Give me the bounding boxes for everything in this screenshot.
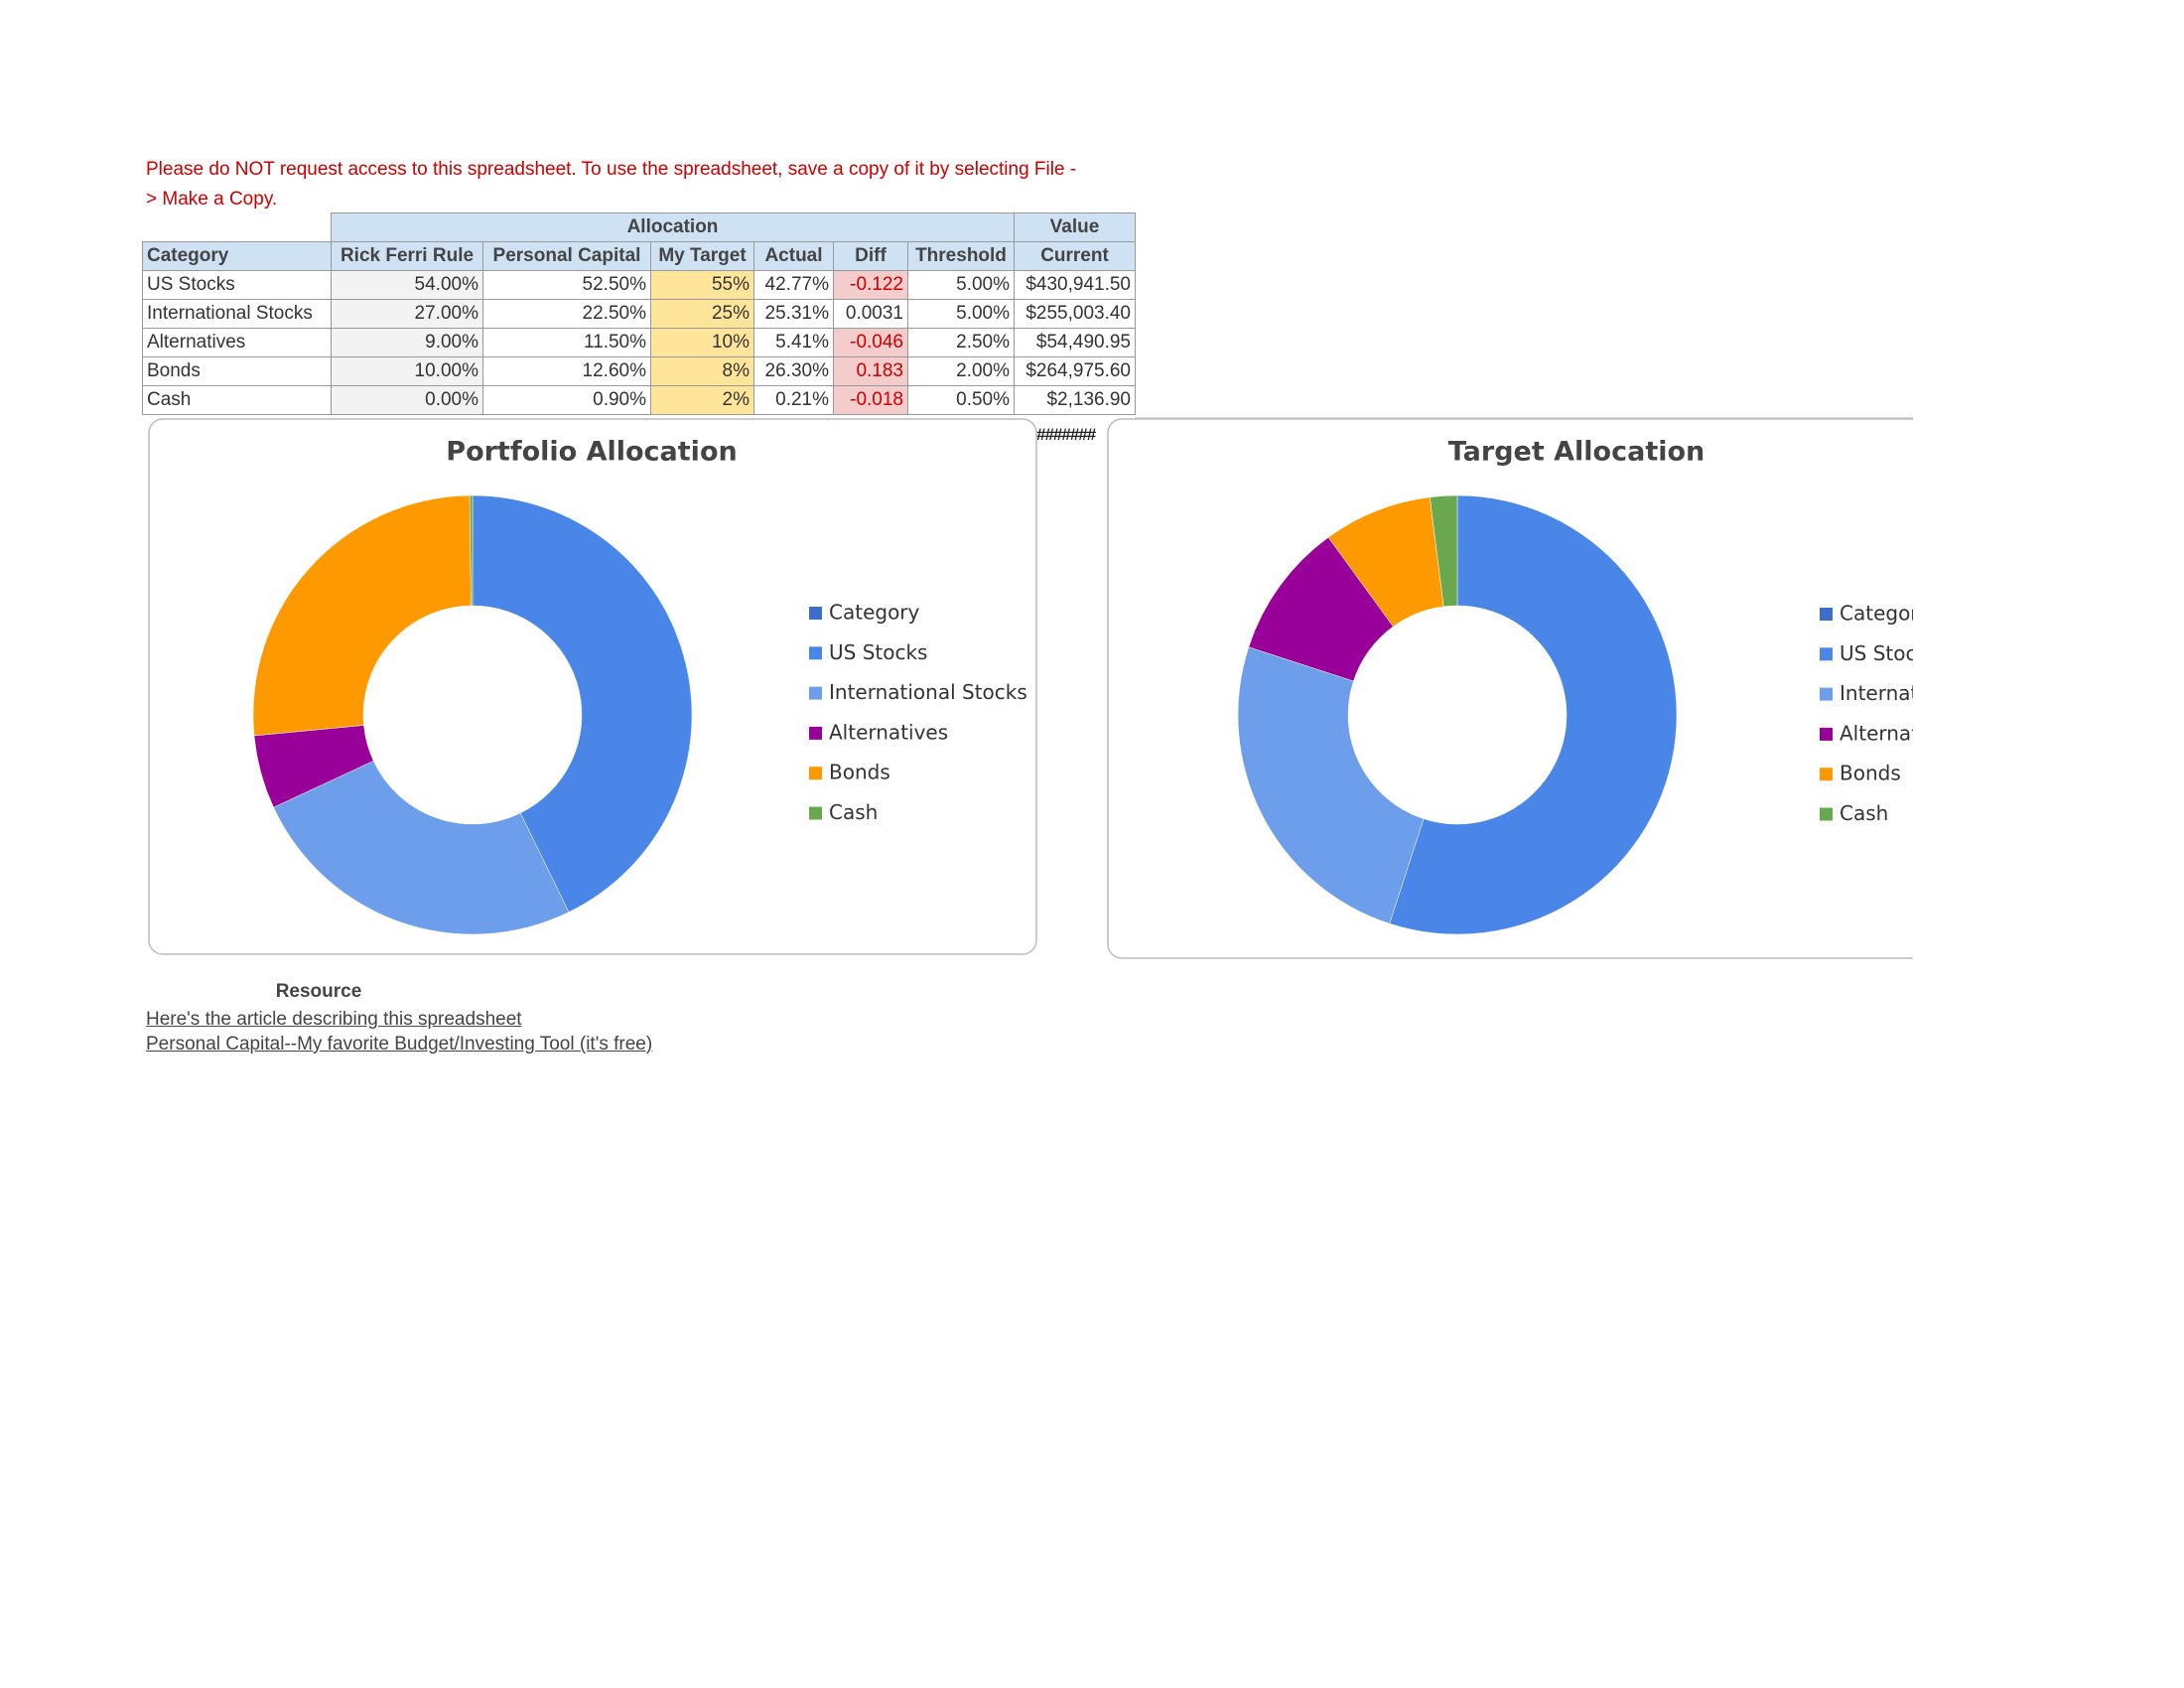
- legend-label: Category: [829, 601, 920, 625]
- column-header: Category: [142, 241, 332, 271]
- table-cell: 9.00%: [331, 328, 483, 357]
- table-cell: 2.50%: [907, 328, 1015, 357]
- legend-label: Cash: [829, 800, 878, 824]
- column-header: Personal Capital: [482, 241, 651, 271]
- table-cell: 0.21%: [753, 385, 834, 415]
- table-row: Allocation Value: [143, 212, 1136, 242]
- table-row: Bonds 10.00% 12.60% 8% 26.30% 0.183 2.00% $264,…: [142, 356, 1136, 386]
- donut-slice: [1430, 494, 1458, 608]
- table-row: US Stocks 54.00% 52.50% 55% 42.77% -0.122 5.00…: [142, 270, 1136, 300]
- table-cell: $430,941.50: [1014, 270, 1136, 300]
- table-cell: 25%: [650, 299, 754, 329]
- resource-section: Resource Here's the article describing t…: [146, 977, 652, 1056]
- donut-slice: [273, 761, 570, 935]
- table-cell: Bonds: [142, 356, 332, 386]
- legend-label: Bonds: [829, 761, 890, 784]
- column-header: Actual: [753, 241, 834, 271]
- target-chart: Target Allocation Category US Stocks Intern…: [1107, 418, 2038, 959]
- legend-swatch: [1820, 647, 1833, 661]
- resource-title: Resource: [275, 981, 362, 1002]
- table-cell: 10%: [650, 328, 754, 357]
- allocation-table: Allocation Value Category Rick Ferri Rule Pe…: [142, 212, 1136, 415]
- chart-title: Portfolio Allocation: [446, 437, 737, 468]
- table-cell: 27.00%: [331, 299, 483, 329]
- table-cell: 22.50%: [482, 299, 651, 329]
- table-cell: 11.50%: [482, 328, 651, 357]
- table-cell: 0.183: [833, 356, 908, 386]
- table-cell: 5.41%: [753, 328, 834, 357]
- group-header: Allocation: [331, 212, 1015, 242]
- group-header: Value: [1014, 212, 1136, 242]
- legend-label: US Stocks: [1840, 641, 1938, 665]
- chart-title: Target Allocation: [1448, 437, 1706, 468]
- legend-label: International Stocks: [829, 680, 1027, 704]
- column-header: Current: [1014, 241, 1136, 271]
- legend-swatch: [1820, 687, 1833, 701]
- column-header: Threshold: [907, 241, 1015, 271]
- legend-swatch: [809, 806, 822, 820]
- column-header: My Target: [650, 241, 754, 271]
- table-cell: -0.122: [833, 270, 908, 300]
- table-cell: 2%: [650, 385, 754, 415]
- donut-slice: [469, 494, 474, 607]
- table-cell: -0.018: [833, 385, 908, 415]
- legend-label: US Stocks: [829, 640, 927, 664]
- table-cell: 0.00%: [331, 385, 483, 415]
- table-cell: 0.0031: [833, 299, 908, 329]
- overflow-cell: #######: [1036, 425, 1096, 444]
- legend-swatch: [809, 607, 822, 620]
- column-header: Rick Ferri Rule: [331, 241, 483, 271]
- table-row: Alternatives 9.00% 11.50% 10% 5.41% -0.046 2.5…: [142, 328, 1136, 357]
- table-cell: $255,003.40: [1014, 299, 1136, 329]
- table-cell: International Stocks: [142, 299, 332, 329]
- legend-label: Alternatives: [829, 720, 948, 744]
- legend-swatch: [1820, 807, 1833, 821]
- portfolio-chart: Portfolio Allocation Category US Stocks Int…: [148, 418, 1037, 955]
- table-cell: 52.50%: [482, 270, 651, 300]
- donut-slice: [1237, 646, 1425, 924]
- table-cell: -0.046: [833, 328, 908, 357]
- notice: Please do NOT request access to this spr…: [146, 159, 1077, 210]
- table-cell: 0.50%: [907, 385, 1015, 415]
- table-cell: 5.00%: [907, 270, 1015, 300]
- table-cell: $2,136.90: [1014, 385, 1136, 415]
- table-cell: 25.31%: [753, 299, 834, 329]
- legend-label: Bonds: [1840, 762, 1901, 785]
- legend-swatch: [809, 726, 822, 740]
- legend-swatch: [809, 767, 822, 780]
- table-cell: 10.00%: [331, 356, 483, 386]
- table-cell: 2.00%: [907, 356, 1015, 386]
- donut-slice: [252, 494, 472, 737]
- table-cell: 12.60%: [482, 356, 651, 386]
- resource-link[interactable]: Personal Capital--My favorite Budget/Inv…: [146, 1034, 653, 1055]
- table-cell: 55%: [650, 270, 754, 300]
- legend-swatch: [1820, 727, 1833, 741]
- legend-label: Alternatives: [1840, 721, 1959, 745]
- table-row: Cash 0.00% 0.90% 2% 0.21% -0.018 0.50% $2,136.9…: [142, 385, 1136, 415]
- legend-swatch: [809, 646, 822, 660]
- resource-link[interactable]: Here's the article describing this sprea…: [146, 1009, 522, 1030]
- legend-swatch: [809, 686, 822, 700]
- table-row: Category Rick Ferri Rule Personal Capital M…: [142, 241, 1136, 271]
- table-cell: US Stocks: [142, 270, 332, 300]
- legend-label: International Stocks: [1840, 681, 2038, 705]
- table-cell: 0.90%: [482, 385, 651, 415]
- legend-swatch: [1820, 608, 1833, 621]
- donut-slice: [1389, 494, 1678, 935]
- legend-label: Category: [1840, 602, 1931, 626]
- table-cell: 42.77%: [753, 270, 834, 300]
- table-cell: 8%: [650, 356, 754, 386]
- legend-swatch: [1820, 768, 1833, 781]
- table-cell: 5.00%: [907, 299, 1015, 329]
- table-row: International Stocks 27.00% 22.50% 25% 25.31…: [142, 299, 1136, 329]
- legend-label: Cash: [1840, 801, 1888, 825]
